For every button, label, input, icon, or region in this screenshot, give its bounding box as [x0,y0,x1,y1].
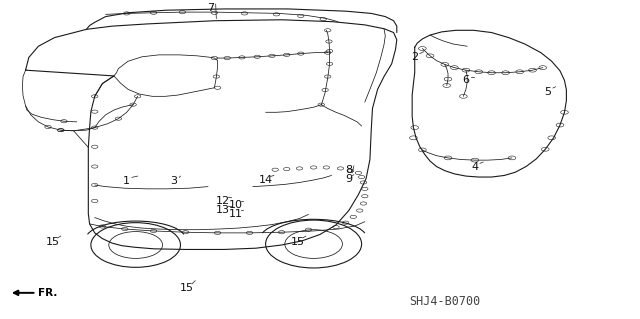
Text: 8: 8 [345,165,353,175]
Text: 13: 13 [216,205,230,215]
Text: 12: 12 [216,196,230,206]
Text: 2: 2 [411,52,419,63]
Text: 15: 15 [291,237,305,247]
Text: 7: 7 [207,3,214,13]
Text: FR.: FR. [38,288,58,298]
Text: SHJ4-B0700: SHJ4-B0700 [409,295,481,308]
Text: 5: 5 [545,87,551,97]
Text: 9: 9 [345,174,353,184]
Text: 15: 15 [45,237,60,247]
Text: 6: 6 [463,75,469,85]
Text: 4: 4 [471,162,479,172]
Text: 10: 10 [228,200,243,210]
Text: 11: 11 [228,209,243,219]
Text: 1: 1 [124,176,130,186]
Text: 14: 14 [259,175,273,185]
Text: 15: 15 [180,283,194,293]
Text: 3: 3 [171,176,177,186]
